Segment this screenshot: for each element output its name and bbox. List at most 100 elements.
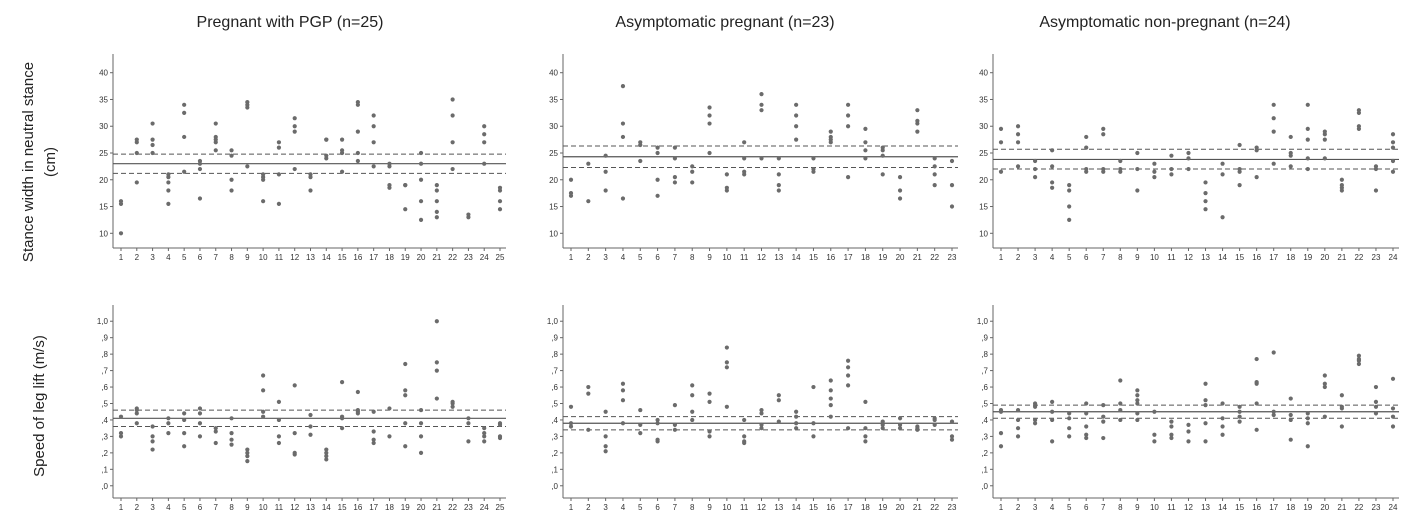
y-tick-label: 10: [549, 229, 558, 238]
data-point: [261, 373, 266, 378]
data-point: [863, 426, 868, 431]
x-tick-label: 11: [1167, 253, 1176, 262]
x-tick-label: 22: [930, 253, 939, 262]
x-tick-label: 11: [275, 503, 284, 511]
data-point: [690, 180, 695, 185]
data-point: [371, 113, 376, 118]
data-point: [1373, 399, 1379, 404]
data-point: [166, 180, 171, 185]
data-point: [794, 137, 799, 142]
x-tick-label: 5: [1067, 253, 1072, 262]
data-point: [603, 449, 608, 454]
x-tick-label: 11: [275, 253, 284, 262]
x-tick-label: 8: [229, 503, 234, 511]
x-tick-label: 23: [1372, 503, 1381, 511]
x-tick-label: 12: [1184, 253, 1193, 262]
data-point: [776, 393, 781, 398]
data-point: [742, 434, 747, 439]
data-point: [134, 406, 139, 411]
data-point: [998, 169, 1004, 174]
data-point: [1237, 414, 1242, 419]
y-tick-label: ,7: [981, 367, 988, 376]
x-tick-label: 2: [586, 253, 591, 262]
x-tick-label: 10: [259, 503, 268, 511]
data-point: [1305, 137, 1310, 142]
data-point: [603, 169, 608, 174]
data-point: [1373, 404, 1379, 409]
x-tick-label: 8: [229, 253, 234, 262]
data-point: [434, 368, 439, 373]
data-point: [1101, 403, 1106, 408]
data-point: [1135, 188, 1140, 193]
y-tick-label: ,2: [981, 449, 988, 458]
data-point: [568, 177, 574, 182]
data-point: [620, 421, 626, 426]
data-point: [603, 434, 608, 439]
data-point: [308, 188, 313, 193]
x-tick-label: 15: [1235, 503, 1244, 511]
data-point: [1118, 401, 1123, 406]
y-tick-label: 35: [979, 95, 988, 104]
data-point: [586, 161, 591, 166]
data-point: [371, 124, 376, 129]
data-point: [1101, 126, 1106, 132]
y-tick-label: 30: [99, 122, 108, 131]
data-point: [1169, 172, 1174, 177]
data-point: [1135, 401, 1140, 406]
data-point: [197, 196, 203, 201]
y-tick-label: 20: [979, 176, 988, 185]
y-tick-label: ,1: [101, 465, 108, 474]
data-point: [998, 407, 1004, 413]
x-tick-label: 16: [826, 253, 835, 262]
x-tick-label: 18: [385, 253, 394, 262]
data-point: [434, 188, 439, 193]
data-point: [1237, 142, 1242, 148]
data-point: [1254, 356, 1259, 362]
data-point: [339, 137, 345, 142]
data-point: [672, 422, 678, 427]
data-point: [118, 231, 124, 236]
data-point: [1203, 207, 1208, 212]
data-point: [1152, 174, 1157, 180]
data-point: [932, 183, 937, 188]
data-point: [1084, 432, 1089, 437]
data-point: [166, 188, 171, 193]
data-point: [1271, 161, 1276, 166]
data-point: [1169, 419, 1174, 424]
x-tick-label: 16: [353, 503, 362, 511]
data-point: [1220, 432, 1225, 437]
data-point: [339, 414, 345, 419]
data-point: [897, 188, 903, 193]
data-point: [1390, 132, 1396, 137]
data-point: [828, 388, 833, 393]
data-point: [1135, 150, 1140, 156]
data-point: [863, 140, 868, 145]
data-point: [355, 389, 360, 395]
data-point: [387, 161, 392, 166]
x-tick-label: 10: [1150, 503, 1159, 511]
x-tick-label: 24: [1389, 503, 1398, 511]
data-point: [1084, 424, 1089, 429]
x-tick-label: 21: [913, 253, 922, 262]
x-tick-label: 10: [722, 503, 731, 511]
x-tick-label: 21: [432, 253, 441, 262]
data-point: [118, 414, 124, 419]
data-point: [949, 158, 955, 164]
data-point: [672, 180, 678, 185]
x-tick-label: 18: [1286, 503, 1295, 511]
data-point: [261, 388, 266, 393]
data-point: [828, 134, 833, 140]
data-point: [245, 458, 250, 464]
data-point: [863, 148, 868, 153]
y-tick-label: 1,0: [547, 317, 559, 326]
data-point: [1015, 164, 1021, 169]
data-point: [1203, 439, 1208, 444]
data-point: [672, 403, 678, 408]
data-point: [1067, 426, 1072, 431]
data-point: [759, 156, 764, 161]
y-tick-label: 40: [549, 69, 558, 78]
x-tick-label: 9: [1135, 253, 1140, 262]
data-point: [586, 427, 591, 432]
x-tick-label: 16: [826, 503, 835, 511]
data-point: [1288, 417, 1293, 423]
